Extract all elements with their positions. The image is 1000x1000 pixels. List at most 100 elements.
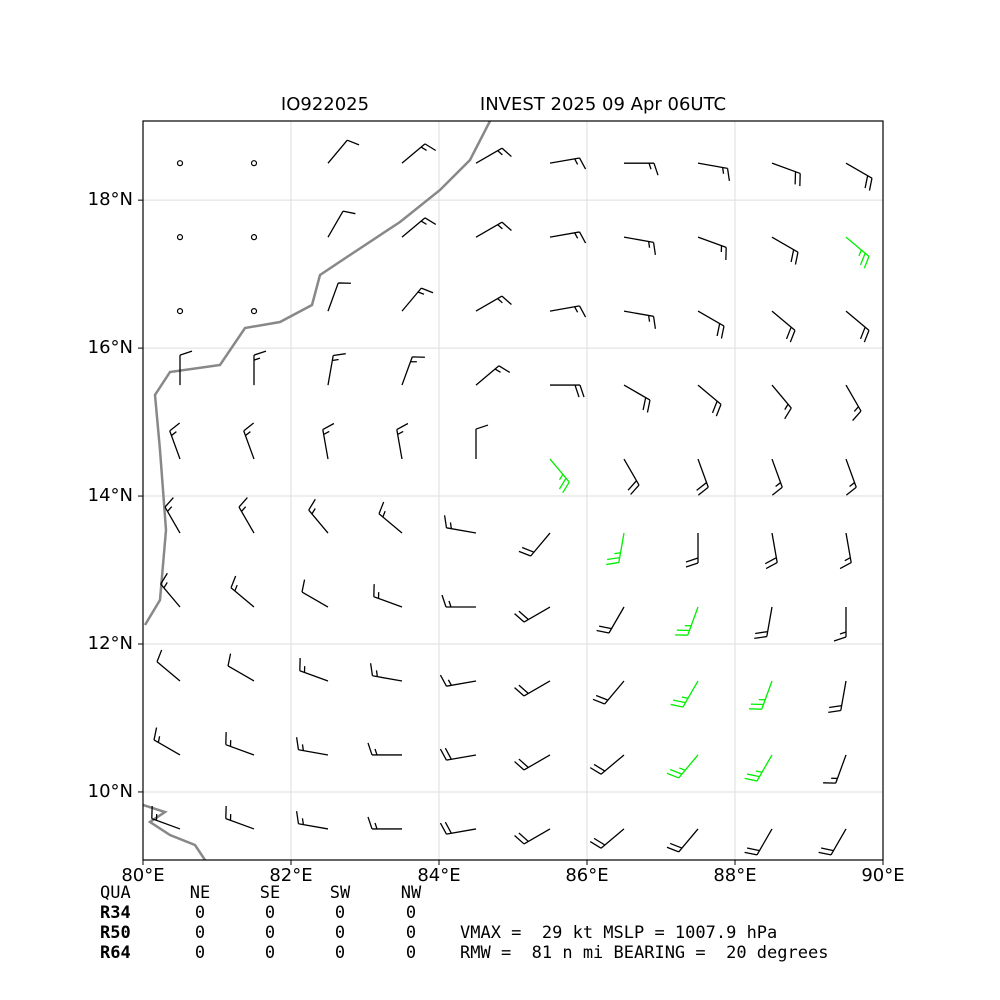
wind-barb bbox=[156, 649, 181, 682]
wind-barb bbox=[378, 501, 403, 534]
wind-barb bbox=[475, 221, 512, 238]
wind-barb bbox=[823, 754, 847, 784]
wind-barb bbox=[367, 742, 402, 756]
wind-barb bbox=[514, 828, 551, 845]
table-cell: R34 bbox=[100, 903, 131, 923]
wind-barb bbox=[589, 828, 625, 849]
wind-barb bbox=[327, 282, 351, 312]
wind-barb bbox=[675, 606, 699, 636]
wind-barb bbox=[623, 310, 657, 329]
x-tick-label: 84°E bbox=[417, 865, 460, 886]
x-tick-label: 82°E bbox=[269, 865, 312, 886]
wind-barb bbox=[771, 384, 792, 420]
wind-barb bbox=[749, 680, 773, 710]
table-cell: R64 bbox=[100, 943, 131, 963]
wind-barb bbox=[550, 384, 585, 398]
table-cell: 0 bbox=[265, 943, 275, 963]
wind-barb bbox=[623, 458, 640, 495]
calm-marker bbox=[250, 160, 258, 167]
wind-barb bbox=[151, 806, 181, 830]
calm-marker bbox=[176, 160, 184, 167]
wind-barb bbox=[439, 821, 477, 835]
table-cell: 0 bbox=[195, 943, 205, 963]
grid-layer bbox=[142, 121, 884, 860]
table-cell: 0 bbox=[195, 903, 205, 923]
wind-barb bbox=[295, 737, 329, 756]
wind-barb bbox=[624, 162, 659, 176]
wind-barb bbox=[771, 162, 801, 187]
table-cell: 0 bbox=[265, 923, 275, 943]
wind-barb bbox=[623, 236, 657, 255]
title-right: INVEST 2025 09 Apr 06UTC bbox=[480, 94, 726, 115]
wind-barb bbox=[367, 816, 402, 830]
wind-barb bbox=[514, 680, 551, 697]
x-tick-label: 90°E bbox=[861, 865, 904, 886]
wind-barb bbox=[179, 350, 193, 386]
wind-barb bbox=[754, 606, 773, 640]
wind-barb bbox=[301, 579, 329, 608]
wind-barb bbox=[697, 162, 731, 181]
title-left: IO922025 bbox=[281, 94, 369, 115]
y-tick-label: 12°N bbox=[88, 633, 133, 654]
wind-barb bbox=[295, 811, 329, 830]
wind-barb bbox=[514, 606, 551, 623]
wind-barb bbox=[845, 458, 857, 496]
x-tick-label: 86°E bbox=[565, 865, 608, 886]
wind-barb bbox=[401, 217, 437, 238]
wind-barb bbox=[623, 384, 651, 413]
wind-barb bbox=[697, 236, 727, 261]
wind-barb bbox=[697, 310, 725, 339]
wind-barb bbox=[818, 828, 847, 856]
wind-barb bbox=[443, 515, 477, 534]
calm-marker bbox=[176, 234, 184, 241]
table-header: NW bbox=[401, 883, 422, 903]
wind-barb bbox=[327, 139, 360, 164]
wind-barb bbox=[845, 310, 870, 343]
wind-barb bbox=[401, 287, 434, 312]
wind-barb bbox=[685, 533, 699, 568]
wind-barb bbox=[696, 458, 709, 496]
y-tick-label: 16°N bbox=[88, 337, 133, 358]
wind-barb bbox=[327, 210, 356, 238]
calm-marker bbox=[250, 308, 258, 315]
wind-barb bbox=[169, 422, 181, 460]
wind-barb bbox=[666, 754, 699, 779]
wind-barb bbox=[845, 162, 873, 191]
wind-barb bbox=[308, 498, 329, 534]
wind-barb bbox=[327, 353, 346, 386]
wind-barb bbox=[592, 680, 625, 705]
wind-barb bbox=[238, 497, 255, 534]
wind-barb bbox=[670, 680, 699, 708]
wind-barb bbox=[441, 594, 476, 608]
calm-marker bbox=[176, 308, 184, 315]
wind-barb bbox=[771, 458, 783, 496]
wind-barb bbox=[322, 422, 335, 460]
table-cell: 0 bbox=[195, 923, 205, 943]
wind-barb bbox=[369, 663, 403, 682]
calm-marker bbox=[250, 234, 258, 241]
wind-barb bbox=[596, 606, 625, 634]
coastline bbox=[143, 121, 492, 860]
table-header: SW bbox=[330, 883, 351, 903]
wind-barb bbox=[439, 674, 477, 687]
table-cell: R50 bbox=[100, 923, 131, 943]
wind-barb bbox=[589, 754, 625, 775]
table-header: QUA bbox=[100, 883, 131, 903]
wind-barb bbox=[373, 584, 403, 608]
wind-barb bbox=[396, 422, 409, 460]
wind-barb bbox=[697, 384, 722, 417]
wind-barb bbox=[514, 754, 551, 771]
info-line: RMW = 81 n mi BEARING = 20 degrees bbox=[460, 943, 828, 963]
wind-barb bbox=[475, 365, 511, 386]
wind-barb bbox=[549, 157, 587, 170]
wind-barb bbox=[845, 236, 870, 269]
wind-barb bbox=[549, 458, 570, 494]
wind-barb bbox=[225, 732, 255, 756]
wind-barb bbox=[475, 295, 512, 312]
table-cell: 0 bbox=[335, 903, 345, 923]
wind-barb bbox=[771, 310, 796, 343]
wind-barb bbox=[439, 747, 477, 761]
x-tick-label: 88°E bbox=[713, 865, 756, 886]
wind-barb bbox=[764, 532, 778, 570]
